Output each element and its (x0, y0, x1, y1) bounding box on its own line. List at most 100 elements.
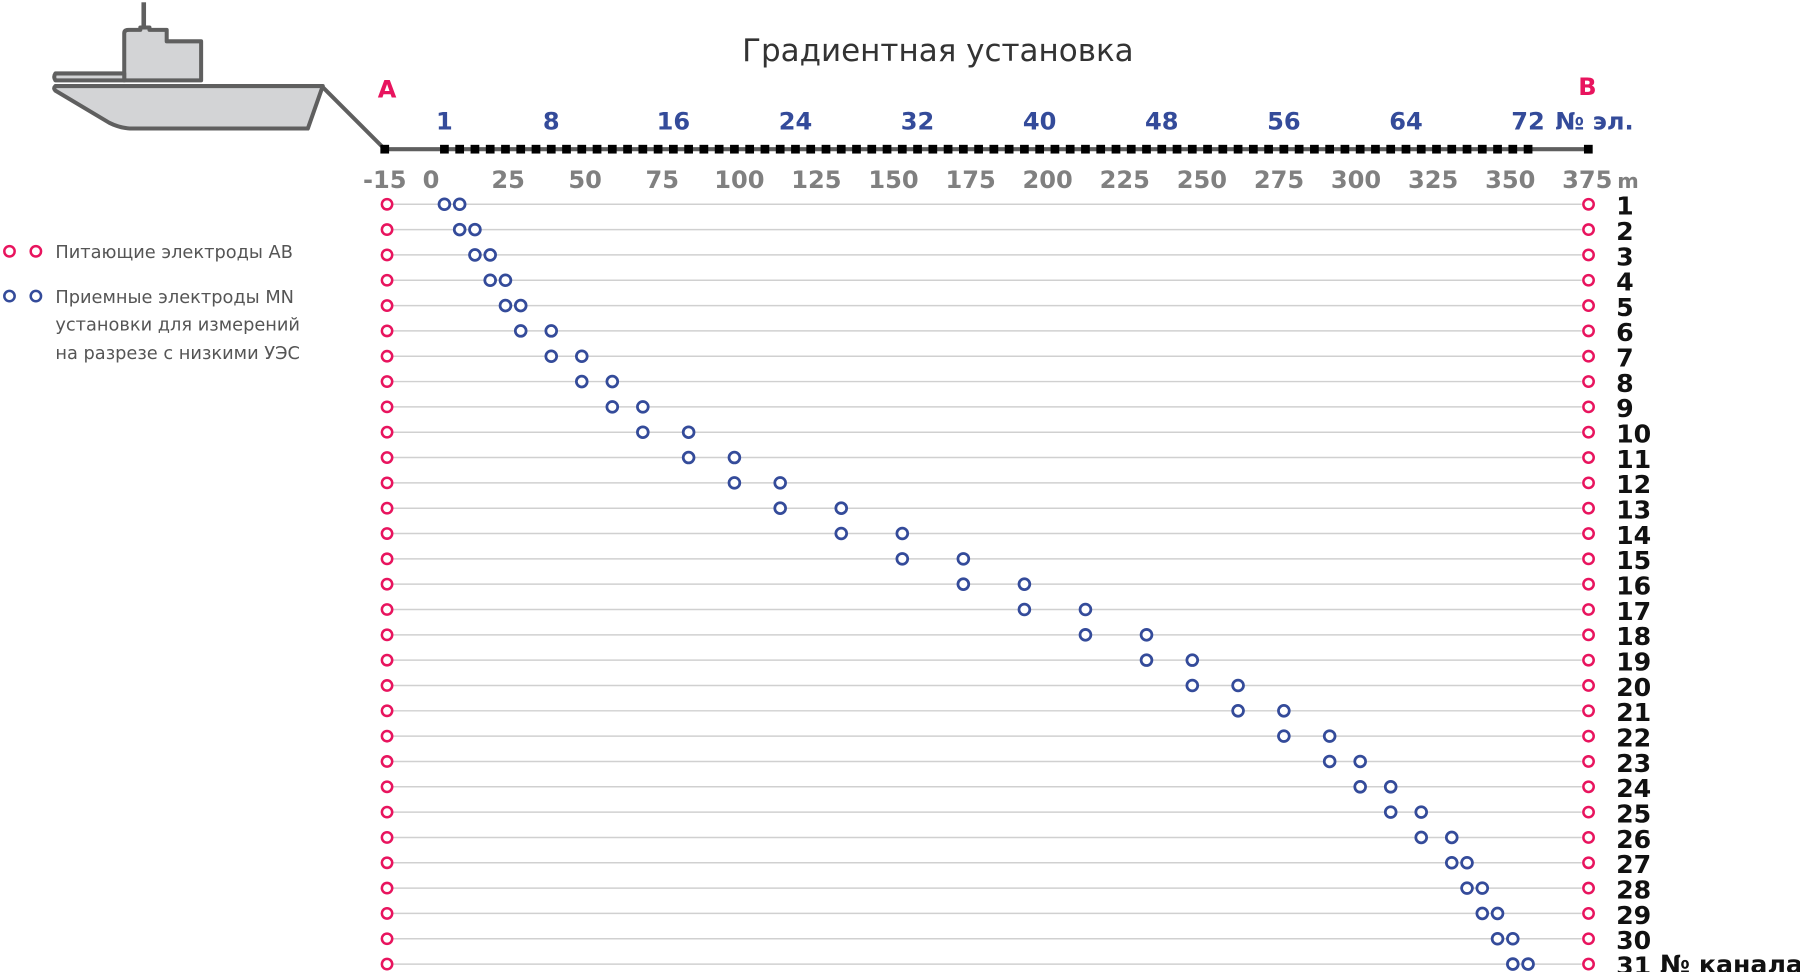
electrode-m-point (544, 349, 559, 364)
electrode-a-point (380, 704, 394, 718)
electrode-m-point (1353, 780, 1367, 794)
channel-row: 26 (380, 825, 1651, 854)
legend-ab-marker-icon (29, 244, 43, 258)
electrode-tick-label: 1 (436, 108, 453, 136)
electrode-marker (1096, 144, 1106, 154)
diagram-title: Градиентная установка (742, 33, 1134, 69)
electrode-b-point (1582, 653, 1595, 667)
channel-row: 20 (380, 673, 1651, 702)
electrode-marker (1020, 144, 1029, 154)
channel-number: 15 (1616, 546, 1651, 575)
channel-row: 4 (380, 268, 1634, 297)
channel-number: 26 (1616, 825, 1651, 854)
electrode-n-point (1490, 906, 1505, 921)
meter-tick-label: 300 (1331, 166, 1381, 194)
channel-number: 9 (1616, 394, 1634, 423)
electrode-marker (592, 144, 602, 154)
meter-tick-label: 350 (1485, 166, 1535, 194)
channel-number: 28 (1616, 875, 1651, 904)
electrode-marker (836, 144, 846, 154)
electrode-n-point (1353, 754, 1367, 769)
electrode-a-point (380, 527, 394, 540)
channel-row: 11 (380, 445, 1651, 474)
electrode-marker (1004, 144, 1014, 154)
electrode-m-point (1383, 805, 1398, 819)
ship-icon (52, 2, 387, 151)
electrode-marker (440, 144, 449, 154)
electrode-marker (1294, 144, 1304, 154)
channel-row: 5 (380, 293, 1634, 322)
channel-number: 19 (1616, 647, 1651, 676)
electrode-a-marker (380, 144, 390, 154)
electrode-a-point (380, 197, 394, 211)
electrode-n-point (1475, 881, 1490, 895)
channel-row: 28 (380, 875, 1651, 904)
electrode-b-point (1582, 881, 1595, 895)
legend-mn-label-line: на разрезе с низкими УЭС (55, 343, 300, 364)
electrode-marker (1264, 144, 1273, 154)
electrode-a-point (380, 375, 394, 388)
electrode-a-point (380, 881, 394, 895)
electrode-marker (501, 144, 510, 154)
electrode-b-point (1582, 552, 1595, 566)
electrode-marker (928, 144, 938, 154)
electrode-n-point (1139, 628, 1154, 642)
electrode-n-point (544, 324, 559, 338)
electrode-marker (1142, 144, 1151, 154)
electrode-n-point (1506, 931, 1520, 946)
channel-row: 23 (380, 749, 1651, 778)
legend-mn-marker-icon (3, 289, 16, 303)
channel-number: 22 (1616, 723, 1651, 752)
electrode-b-marker (1583, 144, 1593, 154)
electrode-tick-label: 64 (1389, 108, 1423, 136)
channel-row: 17 (380, 597, 1651, 626)
electrode-m-point (483, 273, 497, 288)
meter-tick-label: 325 (1408, 166, 1458, 194)
electrode-n-point (575, 349, 589, 364)
electrode-n-point (895, 526, 910, 541)
electrode-b-point (1582, 223, 1595, 237)
electrode-marker (1371, 144, 1380, 154)
electrode-b-point (1582, 476, 1595, 490)
electrode-a-point (380, 831, 394, 844)
meter-tick-label: 175 (945, 166, 995, 194)
electrode-m-point (1475, 906, 1490, 921)
electrode-marker (1493, 144, 1502, 154)
electrode-a-point (380, 324, 394, 338)
electrode-m-point (1322, 754, 1337, 769)
electrode-n-point (468, 222, 482, 237)
electrode-n-point (1460, 856, 1474, 870)
electrode-a-point (380, 603, 394, 616)
electrode-a-point (380, 501, 394, 515)
legend-mn-marker-icon (29, 289, 43, 303)
electrode-b-point (1582, 248, 1595, 262)
electrode-marker (668, 144, 678, 154)
electrode-m-point (1231, 704, 1245, 718)
electrode-marker (1447, 144, 1457, 154)
channel-number: 30 (1616, 926, 1651, 955)
electrode-a-point (380, 805, 394, 819)
electrode-n-point (1078, 602, 1093, 617)
electrode-m-point (437, 197, 452, 212)
electrode-tick-label: 8 (543, 108, 560, 136)
electrode-b-point (1582, 451, 1595, 464)
electrode-marker (821, 144, 831, 154)
electrode-n-point (773, 476, 787, 490)
electrode-tick-label: 32 (901, 108, 935, 136)
electrode-marker (577, 144, 587, 154)
electrode-b-point (1582, 400, 1595, 414)
meter-axis: -15 0 25 50 75 100 125 150 175 200 225 250 275 300 325… (363, 166, 1612, 194)
electrode-b-point (1582, 780, 1595, 794)
channel-rows: 1234567891011121314151617181920212223242… (380, 192, 1651, 972)
electrode-a-point (380, 856, 394, 870)
electrode-marker (455, 144, 465, 154)
electrode-marker (1157, 144, 1167, 154)
electrode-marker (1187, 144, 1197, 154)
electrode-b-point (1582, 628, 1595, 642)
electrode-marker (974, 144, 983, 154)
electrode-marker (1432, 144, 1441, 154)
electrode-tick-label: 16 (657, 108, 691, 136)
meter-tick-label: 150 (868, 166, 918, 194)
electrode-a-point (380, 349, 394, 363)
electrode-m-point (1506, 957, 1520, 971)
